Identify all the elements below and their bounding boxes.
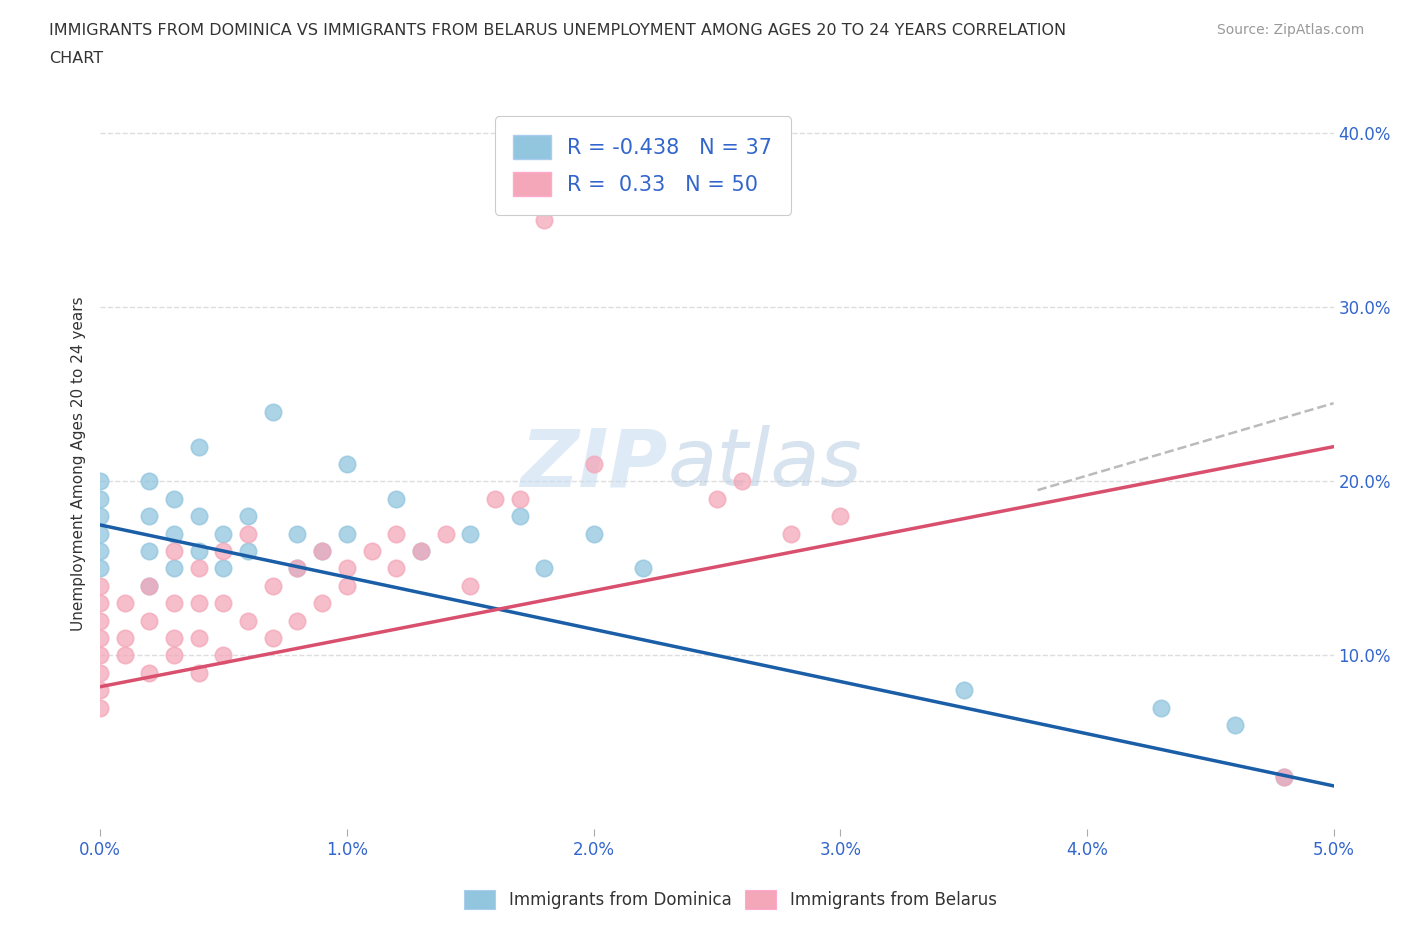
Point: [730, 474, 752, 489]
Point: [163, 526, 186, 541]
Point: [336, 457, 359, 472]
Point: [89, 648, 111, 663]
Point: [262, 631, 284, 645]
Point: [336, 578, 359, 593]
Point: [187, 596, 209, 611]
Point: [89, 665, 111, 680]
Point: [114, 631, 136, 645]
Point: [336, 561, 359, 576]
Point: [509, 491, 531, 506]
Point: [114, 596, 136, 611]
Point: [89, 509, 111, 524]
Point: [89, 683, 111, 698]
Point: [484, 491, 506, 506]
Point: [138, 613, 160, 628]
Point: [138, 474, 160, 489]
Text: Immigrants from Belarus: Immigrants from Belarus: [790, 891, 997, 910]
Point: [409, 544, 432, 559]
Point: [163, 544, 186, 559]
Point: [89, 491, 111, 506]
Point: [385, 491, 408, 506]
Point: [89, 596, 111, 611]
Text: atlas: atlas: [668, 425, 862, 503]
Point: [163, 491, 186, 506]
Point: [533, 561, 555, 576]
Point: [780, 526, 803, 541]
Point: [89, 631, 111, 645]
Point: [163, 596, 186, 611]
Point: [360, 544, 382, 559]
Point: [212, 561, 235, 576]
Legend: R = -0.438   N = 37, R =  0.33   N = 50: R = -0.438 N = 37, R = 0.33 N = 50: [495, 116, 792, 215]
Point: [236, 544, 259, 559]
Text: Source: ZipAtlas.com: Source: ZipAtlas.com: [1216, 23, 1364, 37]
Y-axis label: Unemployment Among Ages 20 to 24 years: Unemployment Among Ages 20 to 24 years: [72, 297, 86, 631]
Point: [287, 561, 309, 576]
Point: [1272, 770, 1295, 785]
Point: [89, 613, 111, 628]
Point: [89, 526, 111, 541]
Point: [582, 457, 605, 472]
Point: [830, 509, 852, 524]
Point: [187, 631, 209, 645]
Point: [138, 578, 160, 593]
Point: [262, 578, 284, 593]
Point: [311, 544, 333, 559]
Point: [89, 561, 111, 576]
Point: [287, 613, 309, 628]
Point: [187, 665, 209, 680]
Text: ZIP: ZIP: [520, 425, 668, 503]
Point: [187, 439, 209, 454]
Point: [706, 491, 728, 506]
Point: [89, 578, 111, 593]
Point: [236, 526, 259, 541]
Point: [287, 561, 309, 576]
Point: [458, 526, 481, 541]
Point: [631, 561, 654, 576]
Point: [114, 648, 136, 663]
Point: [187, 561, 209, 576]
Point: [138, 665, 160, 680]
Point: [336, 526, 359, 541]
Point: [212, 596, 235, 611]
Point: [952, 683, 974, 698]
Text: IMMIGRANTS FROM DOMINICA VS IMMIGRANTS FROM BELARUS UNEMPLOYMENT AMONG AGES 20 T: IMMIGRANTS FROM DOMINICA VS IMMIGRANTS F…: [49, 23, 1066, 38]
Point: [311, 544, 333, 559]
Point: [236, 613, 259, 628]
Point: [212, 526, 235, 541]
Point: [1150, 700, 1173, 715]
Point: [138, 578, 160, 593]
Point: [163, 648, 186, 663]
Point: [533, 213, 555, 228]
Point: [509, 509, 531, 524]
Point: [163, 561, 186, 576]
Point: [1272, 770, 1295, 785]
Point: [311, 596, 333, 611]
Point: [89, 700, 111, 715]
Point: [89, 544, 111, 559]
Point: [287, 526, 309, 541]
Point: [385, 526, 408, 541]
Point: [582, 526, 605, 541]
Point: [262, 405, 284, 419]
Text: Immigrants from Dominica: Immigrants from Dominica: [509, 891, 731, 910]
Text: CHART: CHART: [49, 51, 103, 66]
Point: [409, 544, 432, 559]
Point: [163, 631, 186, 645]
Point: [1223, 718, 1246, 733]
Point: [385, 561, 408, 576]
Point: [212, 648, 235, 663]
Point: [212, 544, 235, 559]
Point: [187, 509, 209, 524]
Point: [236, 509, 259, 524]
Point: [138, 509, 160, 524]
Point: [434, 526, 457, 541]
Point: [138, 544, 160, 559]
Point: [458, 578, 481, 593]
Point: [187, 544, 209, 559]
Point: [89, 474, 111, 489]
